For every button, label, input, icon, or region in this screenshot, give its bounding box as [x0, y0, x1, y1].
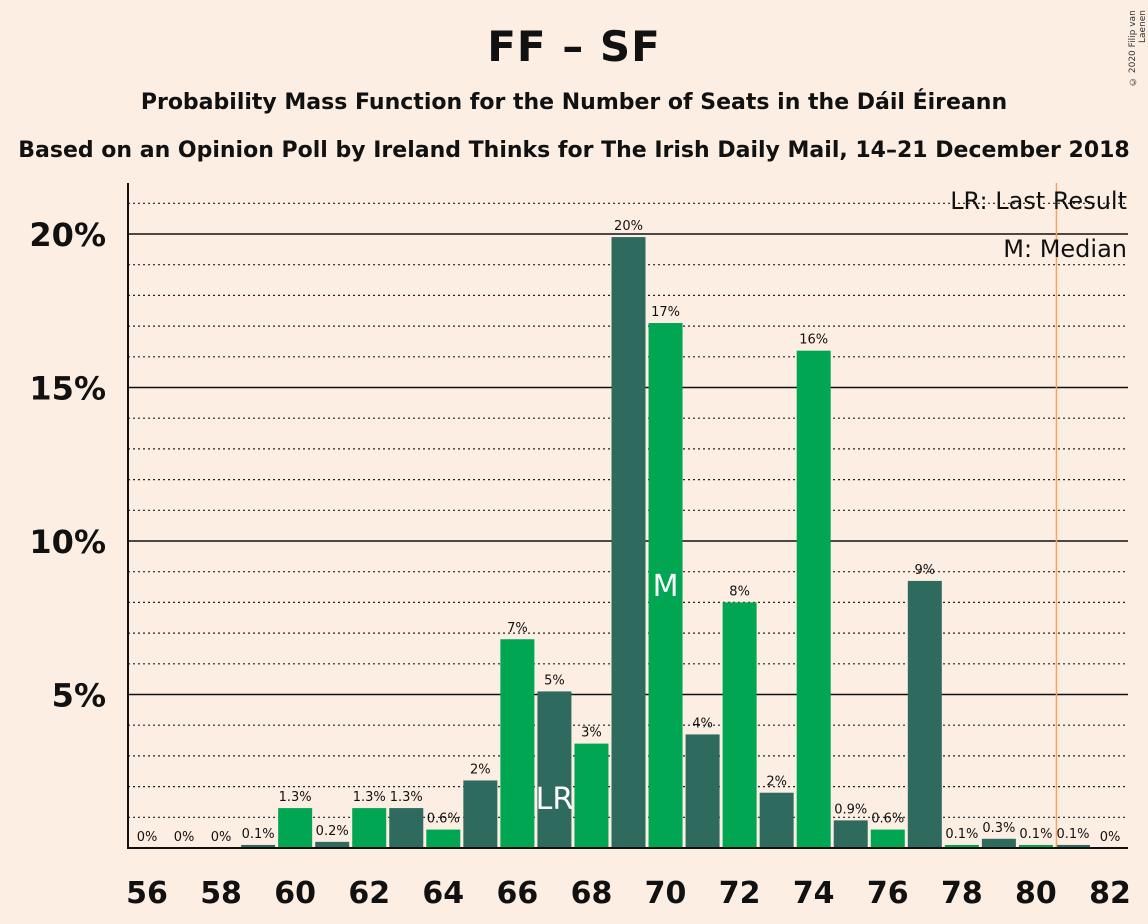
- legend: LR: Last Result M: Median: [950, 187, 1127, 263]
- bar: [241, 844, 276, 848]
- x-tick-label: 66: [497, 876, 539, 911]
- bar: [500, 639, 535, 848]
- bar: [1055, 844, 1090, 848]
- bar: [833, 820, 868, 848]
- bar: [574, 743, 609, 848]
- data-label: 17%: [651, 305, 680, 320]
- bar: [759, 792, 794, 848]
- bar: [315, 841, 350, 848]
- data-label: 0.1%: [1056, 827, 1089, 842]
- bar: [389, 808, 424, 848]
- data-label: 0%: [1100, 830, 1121, 845]
- bar: [685, 734, 720, 848]
- y-tick-label: 15%: [29, 370, 106, 408]
- data-label: 5%: [544, 673, 565, 688]
- bar: [870, 829, 905, 848]
- bar: [796, 350, 831, 848]
- data-label: 0.3%: [982, 821, 1015, 836]
- chart-subtitle: Probability Mass Function for the Number…: [140, 90, 1008, 115]
- data-label: 20%: [614, 219, 643, 234]
- bar: [463, 780, 498, 848]
- x-tick-label: 62: [348, 876, 390, 911]
- axes-group: 5% 10% 15% 20% 56 58 60 62 64 66 68 70 72 74 76 78 80 82: [29, 183, 1131, 911]
- data-label: 0.9%: [834, 802, 867, 817]
- bar: [1018, 844, 1053, 848]
- bar: [352, 808, 387, 848]
- data-label: 2%: [766, 775, 787, 790]
- x-tick-label: 60: [274, 876, 316, 911]
- last-result-marker: LR: [536, 782, 574, 817]
- data-label: 0%: [174, 830, 195, 845]
- bar: [981, 838, 1016, 848]
- data-label: 9%: [914, 563, 935, 578]
- chart-source: Based on an Opinion Poll by Ireland Thin…: [18, 138, 1130, 163]
- data-label: 8%: [729, 584, 750, 599]
- data-label: 0.6%: [427, 812, 460, 827]
- data-label: 0.1%: [1019, 827, 1052, 842]
- data-label: 1.3%: [353, 790, 386, 805]
- x-tick-label: 72: [719, 876, 761, 911]
- data-label: 0.6%: [871, 812, 904, 827]
- x-tick-label: 70: [645, 876, 687, 911]
- y-tick-label: 10%: [29, 523, 106, 561]
- bar: [907, 580, 942, 848]
- x-tick-label: 74: [793, 876, 835, 911]
- bar: [944, 844, 979, 848]
- y-tick-label: 5%: [52, 677, 106, 715]
- data-label: 3%: [581, 726, 602, 741]
- x-tick-label: 76: [867, 876, 909, 911]
- data-label: 2%: [470, 762, 491, 777]
- x-tick-label: 82: [1089, 876, 1131, 911]
- x-tick-label: 68: [571, 876, 613, 911]
- data-label: 1.3%: [390, 790, 423, 805]
- data-label: 0%: [211, 830, 232, 845]
- legend-last-result: LR: Last Result: [950, 187, 1127, 215]
- data-label: 7%: [507, 621, 528, 636]
- median-marker: M: [653, 569, 679, 604]
- x-tick-label: 64: [422, 876, 464, 911]
- data-label: 0.1%: [945, 827, 978, 842]
- y-tick-label: 20%: [29, 216, 106, 254]
- x-tick-label: 78: [941, 876, 983, 911]
- x-tick-label: 56: [126, 876, 168, 911]
- bar: [722, 602, 757, 848]
- chart-title: FF – SF: [487, 22, 661, 71]
- x-tick-label: 58: [200, 876, 242, 911]
- bar: [648, 323, 683, 848]
- data-label: 0.2%: [316, 824, 349, 839]
- bars-group: 0% 0% 0% 0.1% 1.3% 0.2% 1.3% 1.3% 0.6% 2% 7% 5% 3% 20…: [137, 219, 1121, 848]
- bar: [278, 808, 313, 848]
- data-label: 16%: [799, 333, 828, 348]
- bar: [611, 237, 646, 848]
- data-label: 4%: [692, 716, 713, 731]
- data-label: 1.3%: [279, 790, 312, 805]
- x-tick-label: 80: [1015, 876, 1057, 911]
- data-label: 0.1%: [242, 827, 275, 842]
- data-label: 0%: [137, 830, 158, 845]
- bar: [426, 829, 461, 848]
- bar: [537, 691, 572, 848]
- legend-median: M: Median: [1003, 235, 1127, 263]
